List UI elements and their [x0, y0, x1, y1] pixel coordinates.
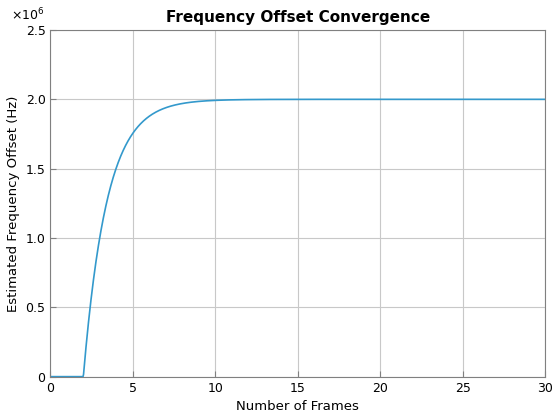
Text: $\times10^6$: $\times10^6$ — [11, 6, 44, 23]
Title: Frequency Offset Convergence: Frequency Offset Convergence — [166, 10, 430, 25]
Y-axis label: Estimated Frequency Offset (Hz): Estimated Frequency Offset (Hz) — [7, 95, 20, 312]
X-axis label: Number of Frames: Number of Frames — [236, 400, 359, 413]
